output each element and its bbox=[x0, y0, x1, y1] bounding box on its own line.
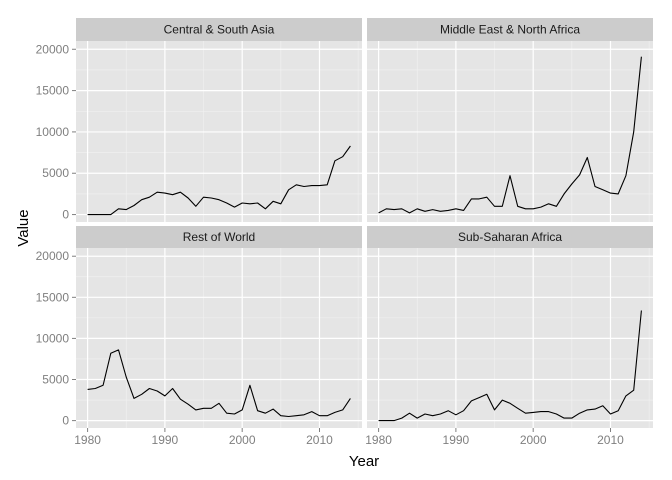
x-tick-label: 2000 bbox=[520, 433, 547, 447]
facet-title: Central & South Asia bbox=[164, 23, 275, 37]
facet-panel: Sub-Saharan Africa bbox=[367, 226, 653, 428]
y-tick-label: 10000 bbox=[36, 331, 70, 345]
facet-title: Sub-Saharan Africa bbox=[458, 230, 562, 244]
x-tick-label: 1980 bbox=[74, 433, 101, 447]
facet-panel: Middle East & North Africa bbox=[367, 18, 653, 222]
facet-panel: Central & South Asia bbox=[76, 18, 362, 222]
x-tick-label: 2000 bbox=[229, 433, 256, 447]
series-line bbox=[87, 145, 351, 216]
facet-panel: Rest of World bbox=[76, 226, 362, 428]
x-tick-label: 1990 bbox=[152, 433, 179, 447]
y-tick-label: 0 bbox=[62, 208, 69, 222]
x-tick-label: 2010 bbox=[597, 433, 624, 447]
y-tick-label: 20000 bbox=[36, 249, 70, 263]
x-tick-label: 2010 bbox=[306, 433, 333, 447]
facet-title: Rest of World bbox=[183, 230, 255, 244]
y-tick-label: 10000 bbox=[36, 125, 70, 139]
x-axis-title: Year bbox=[349, 453, 379, 470]
series-line bbox=[378, 56, 642, 214]
y-tick-label: 20000 bbox=[36, 42, 70, 56]
series-line bbox=[87, 349, 351, 418]
y-tick-label: 5000 bbox=[42, 373, 69, 387]
facet-strip bbox=[367, 226, 653, 248]
x-tick-label: 1980 bbox=[365, 433, 392, 447]
y-tick-label: 0 bbox=[62, 414, 69, 428]
facet-strip bbox=[76, 18, 362, 41]
facet-title: Middle East & North Africa bbox=[440, 23, 580, 37]
series-line bbox=[378, 310, 642, 422]
y-axis-title: Value bbox=[15, 209, 32, 246]
y-tick-label: 15000 bbox=[36, 84, 70, 98]
facet-strip bbox=[76, 226, 362, 248]
axes-layer: 0 5000 10000 15000 20000 0 5000 10000 15000 20000… bbox=[36, 42, 625, 447]
y-tick-label: 5000 bbox=[42, 166, 69, 180]
y-tick-label: 15000 bbox=[36, 290, 70, 304]
facet-strip bbox=[367, 18, 653, 41]
x-tick-label: 1990 bbox=[443, 433, 470, 447]
panels-layer: Central & South Asia Middle East & North … bbox=[76, 18, 653, 428]
